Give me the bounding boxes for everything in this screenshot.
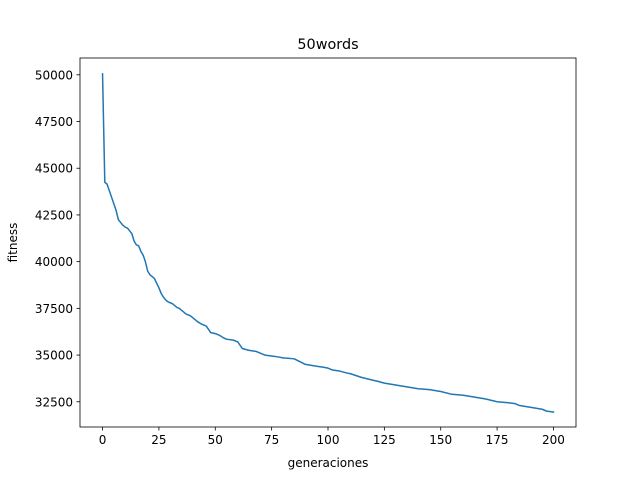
x-axis-label: generaciones [288, 456, 369, 470]
x-tick-label: 100 [317, 433, 340, 447]
plot-frame [79, 57, 577, 428]
y-axis-label: fitness [6, 223, 20, 263]
y-tick-label: 50000 [35, 68, 73, 82]
x-tick-label: 175 [486, 433, 509, 447]
y-tick-label: 40000 [35, 255, 73, 269]
series-line-0 [101, 73, 555, 413]
x-tick-label: 150 [429, 433, 452, 447]
x-tick-label: 125 [373, 433, 396, 447]
x-tick-label: 25 [151, 433, 166, 447]
x-tick-label: 0 [99, 433, 107, 447]
y-tick-label: 35000 [35, 349, 73, 363]
x-tick-label: 75 [264, 433, 279, 447]
x-tick-label: 200 [542, 433, 565, 447]
x-tick-label: 50 [208, 433, 223, 447]
y-tick-label: 45000 [35, 162, 73, 176]
x-axis: 0 25 50 75 100 125 150 175 200 [99, 427, 565, 447]
y-tick-label: 37500 [35, 302, 73, 316]
y-axis: 32500 35000 37500 40000 42500 45000 47500 50000 [35, 68, 80, 409]
y-tick-label: 47500 [35, 115, 73, 129]
chart-title: 50words [297, 37, 358, 53]
y-tick-label: 42500 [35, 208, 73, 222]
y-tick-label: 32500 [35, 395, 73, 409]
plot-area [101, 73, 555, 413]
